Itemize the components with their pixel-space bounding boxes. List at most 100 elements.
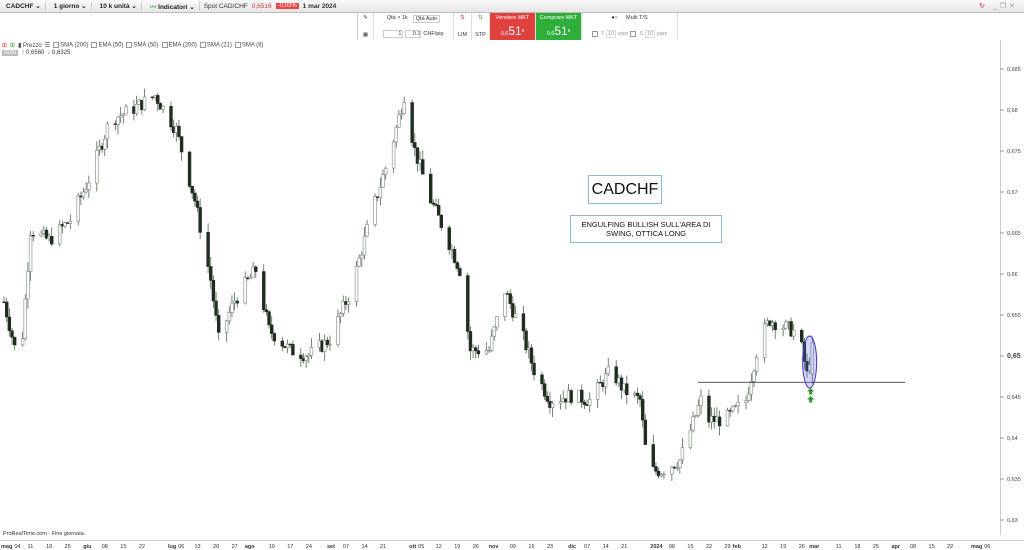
x-tick-label: nov [489,544,500,550]
bullish-candle [63,222,67,227]
period-selector[interactable]: 1 giorno ⌄ [50,2,92,10]
qty-input[interactable]: 1 [383,30,404,38]
s-input[interactable]: 10 [645,30,656,38]
ema200-toggle[interactable]: EMA (200) [161,42,197,49]
price-toggle[interactable]: ▮ Prezzo [18,43,42,49]
bullish-candle [161,106,165,110]
bullish-candle [84,189,88,193]
buy-label: Comprare MKT [539,15,578,21]
qty-auto-button[interactable]: Qtà Auto [412,15,441,23]
size-selector[interactable]: 10 k unità ⌄ [96,2,142,10]
buy-price-prefix: 0,6 [546,31,555,37]
bearish-candle [643,419,648,445]
stop-button[interactable]: ⇅ STP [472,13,490,40]
bullish-candle [752,370,756,382]
ema50-toggle[interactable]: EMA (50) [91,42,123,49]
x-tick-label: set [327,544,335,550]
bearish-candle [656,470,661,477]
bullish-candle [744,400,748,403]
bearish-candle [532,362,536,376]
sma21-toggle[interactable]: SMA (21) [199,42,232,49]
sma50-toggle[interactable]: SMA (50) [126,42,159,49]
x-tick-label: 2024 [650,544,663,550]
stop-icon: ⇅ [478,15,483,21]
x-tick-label: mar [809,544,820,550]
buy-market-button[interactable]: Comprare MKT 0,6516 [536,13,582,40]
bullish-candle [495,316,499,328]
bearish-candle [540,374,544,385]
multi-ts-toggle[interactable]: ●○ [611,15,619,21]
pip-input[interactable]: 0.1 [405,30,422,38]
bearish-candle [434,203,438,206]
limit-label: LIM [457,32,468,38]
y-tick-label: 0,645 [1007,395,1021,401]
bearish-candle [217,315,221,333]
add-icon[interactable]: ⊞ [2,43,8,49]
x-tick-label: mag [1,544,12,550]
auto-scale-button[interactable]: Auto [2,50,19,56]
bearish-candle [476,350,481,355]
x-tick-label: 04 [14,544,20,550]
chart-title-annotation[interactable]: CADCHF [588,175,662,204]
bullish-candle [365,224,369,237]
bullish-candle [662,473,666,476]
bearish-candle [190,185,194,194]
bullish-candle [595,381,600,400]
t-input[interactable]: 10 [606,30,617,38]
price-label: Prezzo [23,43,42,49]
bullish-candle [381,174,385,188]
x-tick-label: 16 [528,544,534,550]
bullish-candle [251,266,255,278]
s-checkbox[interactable] [630,31,637,37]
bearish-candle [789,321,793,337]
x-tick-label: 21 [380,544,386,550]
add-green-icon[interactable]: ⊞ [10,43,16,49]
bearish-candle [654,466,658,472]
x-tick-label: 05 [418,544,424,550]
y-tick-label: 0,65 [1007,353,1021,360]
list-icon[interactable]: ☰ [44,43,51,49]
quantity-group: Qtà × 1k Qtà Auto 1 0.1 CHF/pip [374,13,454,40]
t-checkbox[interactable] [591,31,598,37]
bearish-candle [262,271,266,311]
t-label: T [600,31,605,37]
bullish-candle [736,402,740,406]
sell-market-button[interactable]: Vendere MKT 0,6516 [490,13,536,40]
time-axis[interactable] [0,540,1024,550]
bullish-candle [749,381,754,395]
bullish-candle [105,123,110,140]
sma8-label: SMA (8) [241,42,264,49]
minimize-icon[interactable]: _ [992,3,1000,10]
change-badge: -0,03% [275,3,299,9]
sma200-toggle[interactable]: SMA (200) [53,42,88,49]
limit-button[interactable]: ⇅ LIM [454,13,472,40]
refresh-icon[interactable]: ↻ [979,3,988,10]
multi-ts-label: Multi T/S [626,15,648,21]
window-controls[interactable]: ↻ _❐✕ [979,2,1018,10]
bullish-candle [484,350,489,355]
bearish-candle [415,147,420,164]
x-tick-label: 27 [232,544,238,550]
bearish-candle [508,293,512,304]
close-icon[interactable]: ✕ [1009,3,1018,10]
bearish-candle [267,311,271,326]
bullish-candle [680,447,685,461]
bearish-candle [150,96,155,99]
bearish-candle [625,383,629,396]
chart-note-annotation[interactable]: ENGULFING BULLISH SULL'AREA DI SWING, OT… [570,215,722,243]
sma8-toggle[interactable]: SMA (8) [234,42,264,49]
symbol-selector[interactable]: CADCHF ⌄ [2,2,46,10]
bullish-candle [587,399,592,406]
bearish-candle [635,392,640,396]
restore-icon[interactable]: ❐ [999,3,1010,10]
grid-icon[interactable]: ▦ [362,32,369,38]
bearish-candle [410,102,414,143]
indicators-button[interactable]: 〰 Indicatori ⌄ [146,1,200,11]
s-unit: pips [657,31,668,37]
x-tick-label: 24 [306,544,312,550]
pencil-icon[interactable]: ✎ [363,15,368,21]
bullish-candle [746,393,751,402]
bullish-candle [124,106,128,115]
bearish-candle [474,347,478,352]
